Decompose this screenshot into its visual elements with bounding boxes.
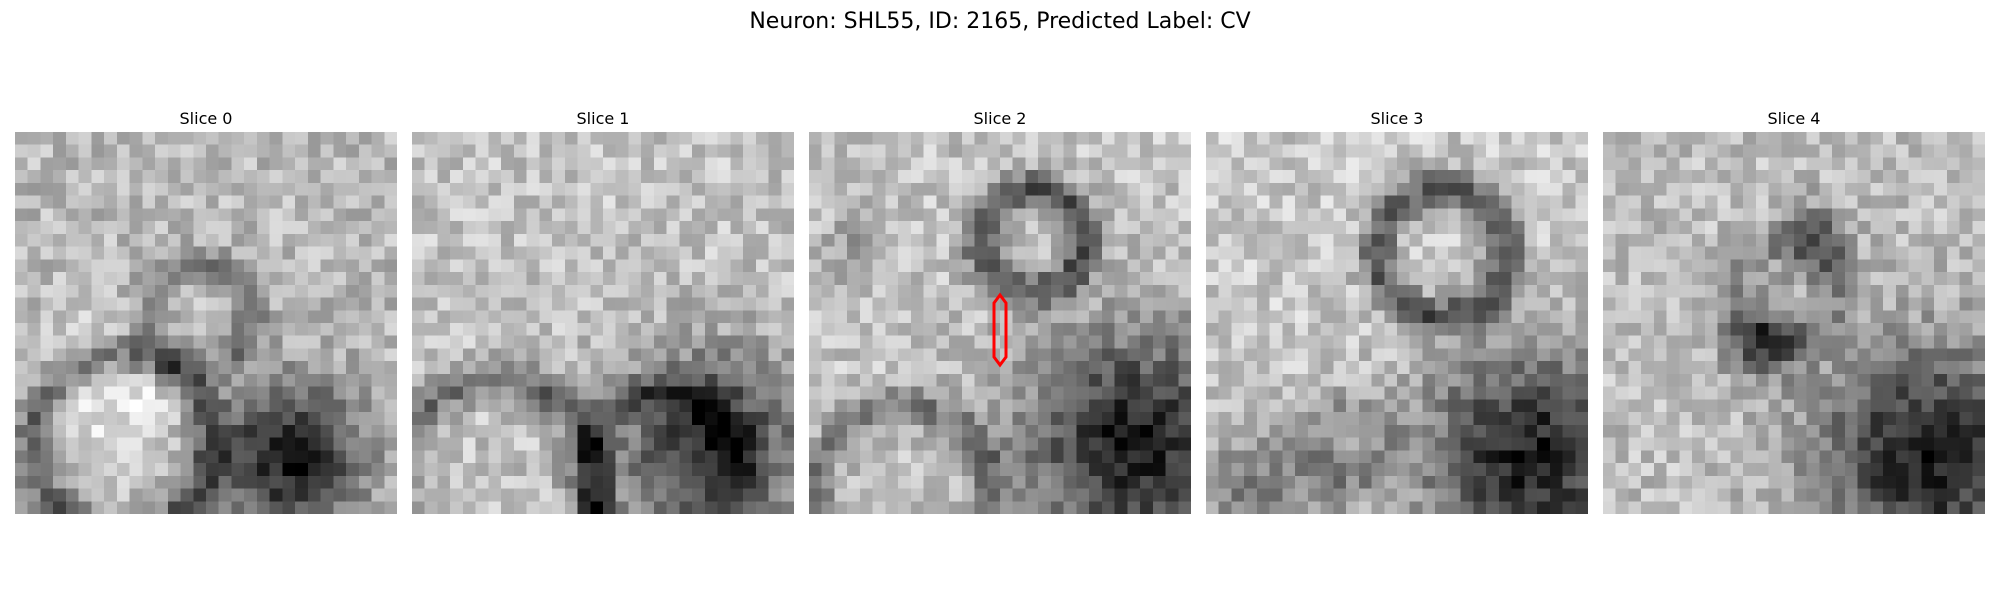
slice-panel-2: Slice 2	[809, 108, 1191, 514]
slice-title-2: Slice 2	[973, 109, 1027, 128]
slice-panel-3: Slice 3	[1206, 108, 1588, 514]
slice-image-2	[809, 132, 1191, 514]
slice-panel-0: Slice 0	[15, 108, 397, 514]
slice-image-3	[1206, 132, 1588, 514]
slice-panel-1: Slice 1	[412, 108, 794, 514]
slice-image-0	[15, 132, 397, 514]
slice-title-0: Slice 0	[179, 109, 233, 128]
slice-image-4	[1603, 132, 1985, 514]
slice-image-1	[412, 132, 794, 514]
slice-panel-4: Slice 4	[1603, 108, 1985, 514]
slice-title-3: Slice 3	[1370, 109, 1424, 128]
slice-title-4: Slice 4	[1767, 109, 1821, 128]
figure-title: Neuron: SHL55, ID: 2165, Predicted Label…	[749, 9, 1251, 34]
slice-title-1: Slice 1	[576, 109, 630, 128]
